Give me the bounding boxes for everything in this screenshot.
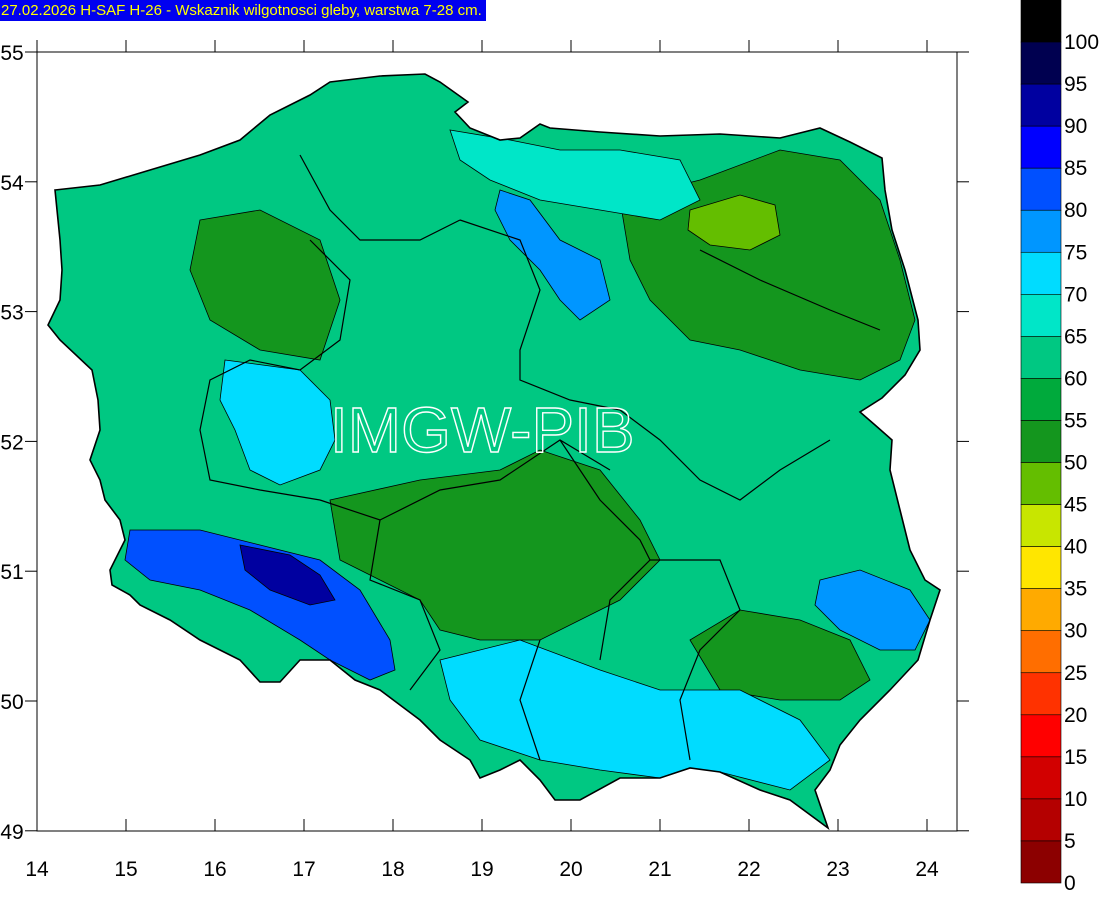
legend-swatch: [1020, 209, 1062, 253]
legend-label: 15: [1064, 746, 1087, 769]
x-tick-label: 22: [737, 858, 760, 881]
legend-label: 75: [1064, 241, 1087, 264]
legend-swatch: [1020, 125, 1062, 169]
y-tick-label: 51: [0, 561, 23, 584]
legend-swatch: [1020, 588, 1062, 632]
legend-swatch: [1020, 840, 1062, 884]
legend-label: 35: [1064, 578, 1087, 601]
y-tick-label: 55: [0, 42, 23, 65]
legend-label: 80: [1064, 199, 1087, 222]
legend-label: 65: [1064, 325, 1087, 348]
y-tick-label: 49: [0, 821, 23, 844]
dry-zone-northeast: [619, 149, 916, 381]
legend-label: 0: [1064, 872, 1076, 895]
legend-label: 40: [1064, 536, 1087, 559]
legend-swatch: [1020, 630, 1062, 674]
legend-label: 30: [1064, 620, 1087, 643]
y-axis: 55 54 53 52 51 50 49: [0, 42, 969, 844]
moist-zone-north: [449, 129, 701, 221]
legend-swatch: [1020, 336, 1062, 379]
legend-label: 60: [1064, 367, 1087, 390]
x-tick-label: 19: [470, 858, 493, 881]
x-tick-label: 23: [826, 858, 849, 881]
x-axis: 14 15 16 17 18 19 20 21 22 23 24: [25, 40, 939, 881]
voivodeship-boundaries: [199, 154, 881, 761]
y-tick-label: 50: [0, 691, 23, 714]
legend-swatch: [1020, 714, 1062, 758]
x-tick-label: 17: [292, 858, 315, 881]
moist-zone-east: [814, 569, 931, 651]
legend-swatch: [1020, 420, 1062, 463]
dry-zone-northwest: [189, 209, 341, 361]
x-tick-label: 21: [648, 858, 671, 881]
x-tick-label: 18: [381, 858, 404, 881]
legend-label: 10: [1064, 788, 1087, 811]
legend-swatch: [1020, 251, 1062, 295]
legend-label: 95: [1064, 73, 1087, 96]
y-tick-label: 54: [0, 172, 24, 195]
wet-zone-sudetes: [239, 544, 336, 606]
legend-swatch: [1020, 546, 1062, 589]
legend-swatch: [1020, 504, 1062, 547]
legend-swatch: [1020, 672, 1062, 716]
moist-zone-pomerania: [494, 189, 611, 321]
y-tick-label: 52: [0, 431, 23, 454]
legend-label: 50: [1064, 452, 1087, 475]
legend-label: 90: [1064, 115, 1087, 138]
legend-swatch: [1020, 0, 1062, 43]
x-tick-label: 24: [915, 858, 939, 881]
x-tick-label: 16: [203, 858, 226, 881]
map-title: 27.02.2026 H-SAF H-26 - Wskaznik wilgotn…: [0, 0, 486, 21]
legend-label: 85: [1064, 157, 1087, 180]
legend-label: 100: [1064, 31, 1099, 54]
dry-zone-center: [329, 449, 661, 641]
moist-zone-southwest: [124, 529, 396, 681]
y-tick-label: 53: [0, 302, 23, 325]
driest-zone-masuria: [687, 194, 781, 251]
legend-swatch: [1020, 462, 1062, 505]
legend-label: 55: [1064, 409, 1087, 432]
legend-swatch: [1020, 378, 1062, 421]
legend-swatch: [1020, 798, 1062, 842]
legend-label: 45: [1064, 494, 1087, 517]
moist-zone-west: [219, 359, 336, 486]
x-tick-label: 15: [114, 858, 137, 881]
legend-swatch: [1020, 83, 1062, 127]
legend-label: 70: [1064, 283, 1087, 306]
watermark: IMGW-PIB: [330, 394, 635, 466]
legend-swatch: [1020, 756, 1062, 800]
legend-label: 25: [1064, 662, 1087, 685]
x-tick-label: 20: [559, 858, 582, 881]
legend-swatch: [1020, 41, 1062, 85]
legend-label: 20: [1064, 704, 1087, 727]
legend-swatch: [1020, 294, 1062, 337]
x-tick-label: 14: [25, 858, 49, 881]
legend-label: 5: [1064, 830, 1076, 853]
legend-swatch: [1020, 167, 1062, 211]
